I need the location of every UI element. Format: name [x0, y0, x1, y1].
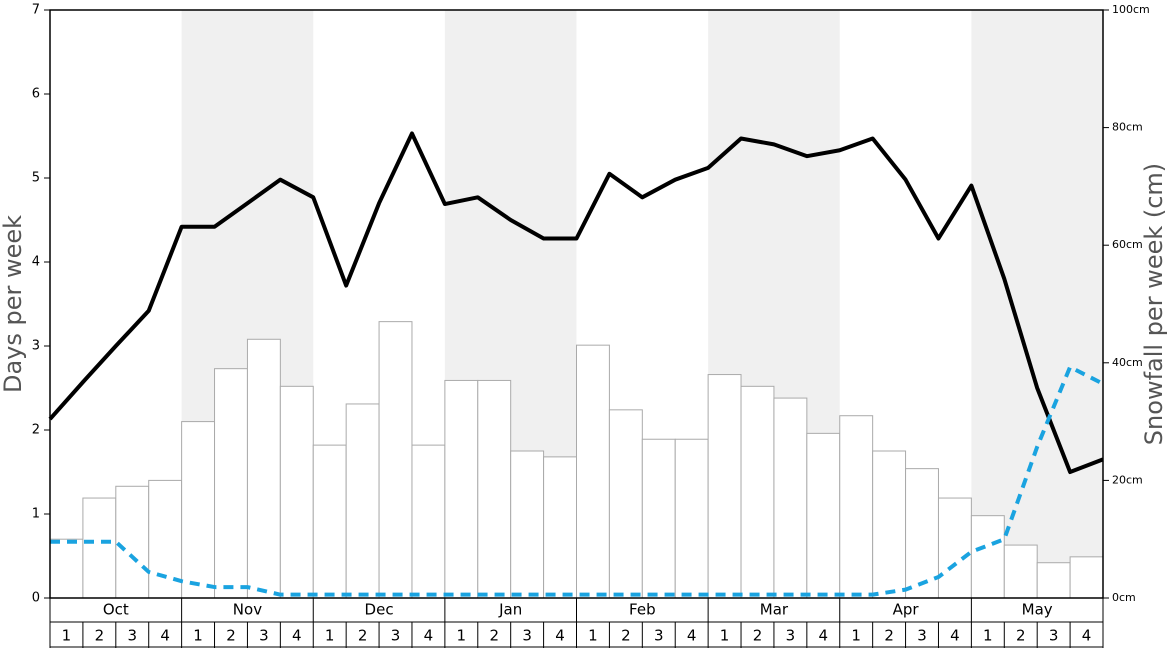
month-label: May — [1022, 601, 1053, 619]
y2-tick-label: 20cm — [1112, 473, 1143, 486]
month-label: Dec — [365, 601, 394, 619]
y-tick-label: 1 — [32, 507, 40, 522]
x-tick-label: 2 — [95, 627, 105, 645]
bar — [707, 374, 742, 599]
month-label: Mar — [760, 601, 789, 619]
x-tick-label: 3 — [654, 627, 664, 645]
x-tick-label: 1 — [62, 627, 72, 645]
y2-tick-label: 60cm — [1112, 238, 1143, 251]
bar — [740, 385, 775, 599]
x-tick-label: 2 — [753, 627, 763, 645]
bar — [905, 468, 939, 599]
y-tick-label: 7 — [32, 3, 40, 18]
x-tick-label: 3 — [127, 627, 137, 645]
x-tick-label: 1 — [588, 627, 598, 645]
bar — [510, 450, 545, 599]
line — [50, 365, 1104, 597]
x-tick-label: 4 — [687, 627, 697, 645]
y-axis-label: Days per week — [0, 215, 27, 393]
bar — [872, 450, 907, 599]
x-tick-label: 2 — [226, 627, 236, 645]
x-tick-label: 3 — [786, 627, 796, 645]
month-label: Oct — [103, 601, 129, 619]
month-label: Nov — [233, 601, 262, 619]
month-label: Jan — [498, 601, 522, 619]
bar — [1069, 556, 1104, 599]
bar — [674, 438, 709, 599]
month-label: Feb — [629, 601, 656, 619]
line — [48, 131, 1104, 474]
x-tick-label: 4 — [160, 627, 170, 645]
x-tick-label: 2 — [884, 627, 894, 645]
bar — [279, 385, 314, 599]
bar — [1003, 544, 1038, 599]
y2-tick-label: 0cm — [1112, 591, 1136, 604]
bar — [246, 338, 281, 599]
x-tick-label: 4 — [292, 627, 302, 645]
y2-axis-label: Snowfall per week (cm) — [1140, 163, 1168, 445]
x-tick-label: 4 — [1082, 627, 1092, 645]
bar — [477, 379, 512, 599]
x-tick-label: 4 — [555, 627, 565, 645]
x-tick-label: 1 — [983, 627, 993, 645]
bar — [970, 515, 1005, 599]
bar — [543, 456, 577, 599]
x-tick-label: 2 — [358, 627, 368, 645]
bar — [411, 444, 446, 599]
bar — [49, 538, 84, 599]
x-tick-label: 4 — [424, 627, 434, 645]
bar — [641, 438, 676, 599]
y-tick-label: 4 — [32, 255, 40, 270]
x-tick-label: 1 — [851, 627, 861, 645]
x-tick-label: 1 — [457, 627, 467, 645]
x-tick-label: 4 — [819, 627, 829, 645]
y-tick-label: 6 — [32, 87, 40, 102]
bar — [345, 403, 380, 599]
bar — [115, 485, 150, 599]
y-tick-label: 0 — [32, 591, 40, 606]
bar — [181, 421, 216, 599]
bar — [937, 497, 972, 599]
x-tick-label: 3 — [391, 627, 401, 645]
y-tick-label: 2 — [32, 423, 40, 438]
bar — [608, 409, 643, 599]
y-tick-label: 5 — [32, 171, 40, 186]
x-tick-label: 3 — [259, 627, 269, 645]
y2-tick-label: 40cm — [1112, 356, 1143, 369]
x-tick-label: 2 — [489, 627, 499, 645]
month-shade — [971, 10, 1103, 598]
x-tick-label: 1 — [325, 627, 335, 645]
bar — [806, 432, 841, 599]
bar — [82, 497, 117, 599]
x-tick-label: 3 — [917, 627, 927, 645]
x-tick-label: 3 — [1049, 627, 1059, 645]
x-tick-label: 1 — [193, 627, 203, 645]
x-tick-label: 4 — [950, 627, 960, 645]
y2-tick-label: 100cm — [1112, 3, 1150, 16]
bar — [214, 368, 248, 599]
bar — [312, 444, 347, 599]
bar — [444, 379, 479, 599]
x-tick-label: 1 — [720, 627, 730, 645]
bar — [773, 397, 808, 599]
x-tick-label: 2 — [621, 627, 631, 645]
bar — [839, 415, 874, 599]
y2-tick-label: 80cm — [1112, 121, 1143, 134]
bar — [576, 344, 610, 599]
month-label: Apr — [893, 601, 920, 619]
y-tick-label: 3 — [32, 339, 40, 354]
bar — [378, 321, 413, 599]
x-tick-label: 2 — [1016, 627, 1026, 645]
bar — [1036, 562, 1071, 599]
x-tick-label: 3 — [522, 627, 532, 645]
